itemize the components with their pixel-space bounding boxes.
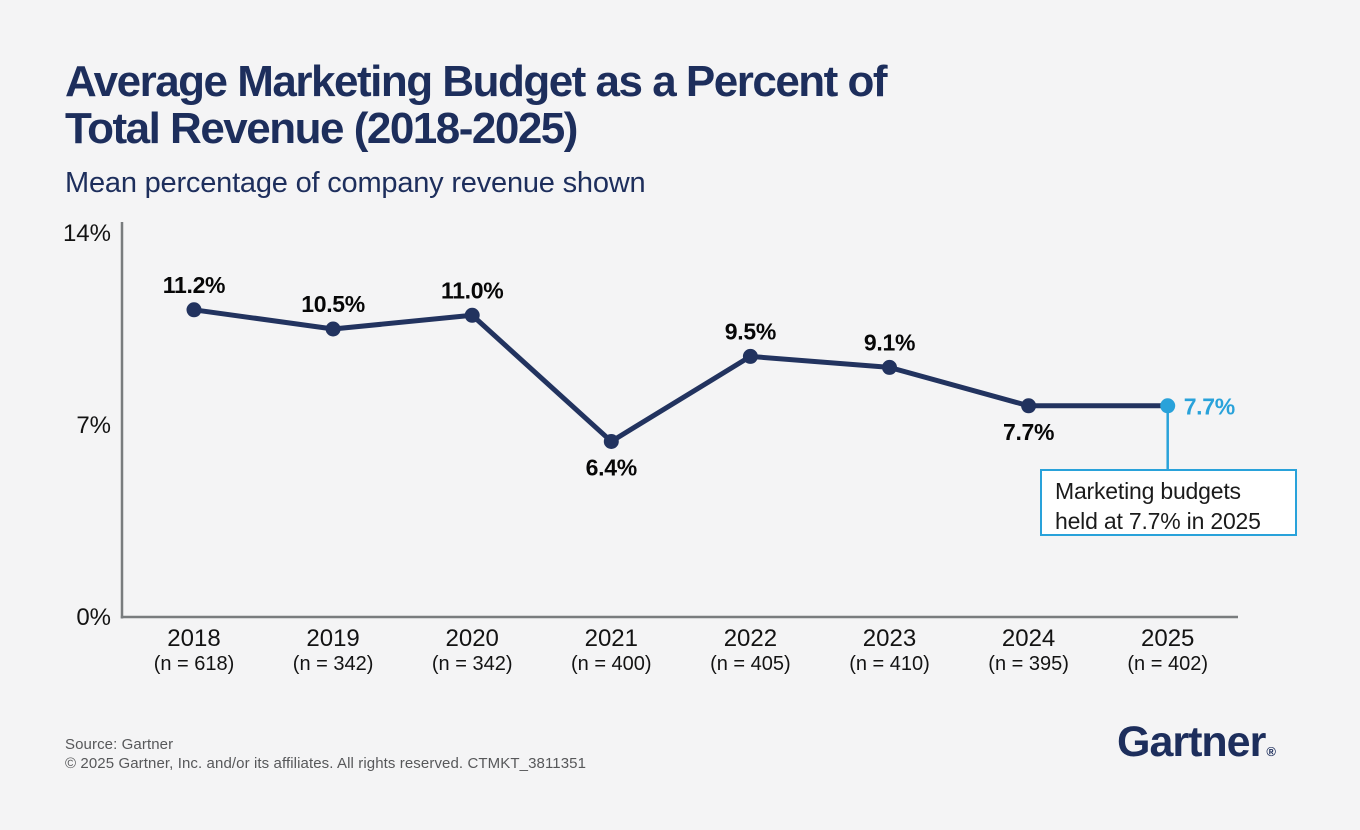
sample-size-label: (n = 400) [571, 653, 652, 675]
sample-size-label: (n = 402) [1127, 653, 1208, 675]
data-label-2022: 9.5% [725, 318, 776, 344]
chart-subtitle: Mean percentage of company revenue shown [65, 167, 646, 199]
annotation-callout: Marketing budgets held at 7.7% in 2025 [1040, 469, 1297, 536]
gartner-logo: Gartner® [1117, 718, 1276, 767]
data-point-2020 [464, 307, 480, 323]
data-point-2024 [1021, 398, 1037, 414]
data-point-2021 [603, 433, 619, 449]
annotation-text-line2: held at 7.7% in 2025 [1055, 508, 1261, 534]
x-tick-label: 2020 [446, 625, 499, 652]
data-point-2019 [325, 321, 341, 337]
data-label-2024: 7.7% [1003, 419, 1054, 445]
sample-size-label: (n = 395) [988, 653, 1069, 675]
x-tick-label: 2022 [724, 625, 777, 652]
sample-size-label: (n = 342) [293, 653, 374, 675]
data-label-2025: 7.7% [1184, 393, 1235, 419]
x-tick-label: 2024 [1002, 625, 1055, 652]
data-point-2022 [742, 348, 758, 364]
data-label-2019: 10.5% [301, 291, 365, 317]
x-tick-label: 2025 [1141, 625, 1194, 652]
x-tick-label: 2018 [167, 625, 220, 652]
chart-title: Average Marketing Budget as a Percent of… [65, 57, 888, 153]
data-label-2023: 9.1% [864, 329, 915, 355]
y-tick-label: 14% [63, 220, 111, 247]
y-tick-label: 0% [76, 604, 111, 631]
source-text: Source: Gartner [65, 736, 174, 753]
gartner-logo-text: Gartner [1117, 718, 1266, 766]
registered-trademark-icon: ® [1266, 744, 1276, 759]
trend-line [191, 307, 1171, 444]
data-label-2018: 11.2% [163, 272, 225, 298]
footer-source-block: Source: Gartner © 2025 Gartner, Inc. and… [65, 735, 586, 773]
data-label-2021: 6.4% [586, 454, 637, 480]
chart-header: Average Marketing Budget as a Percent of… [65, 57, 888, 200]
data-point-2018 [186, 302, 202, 318]
sample-size-label: (n = 405) [710, 653, 791, 675]
x-tick-label: 2023 [863, 625, 916, 652]
data-point-2023 [882, 359, 897, 375]
y-tick-label: 7% [76, 412, 111, 439]
sample-size-label: (n = 410) [849, 653, 930, 675]
annotation-text-line1: Marketing budgets [1055, 478, 1241, 504]
chart-title-line1: Average Marketing Budget as a Percent of [65, 57, 888, 106]
x-tick-label: 2021 [585, 625, 638, 652]
sample-size-label: (n = 342) [432, 653, 513, 675]
data-label-2020: 11.0% [441, 277, 503, 303]
copyright-text: © 2025 Gartner, Inc. and/or its affiliat… [65, 755, 587, 772]
sample-size-label: (n = 618) [154, 653, 235, 675]
data-point-2025 [1160, 398, 1176, 414]
x-tick-label: 2019 [306, 625, 359, 652]
chart-title-line2: Total Revenue (2018-2025) [65, 104, 578, 153]
